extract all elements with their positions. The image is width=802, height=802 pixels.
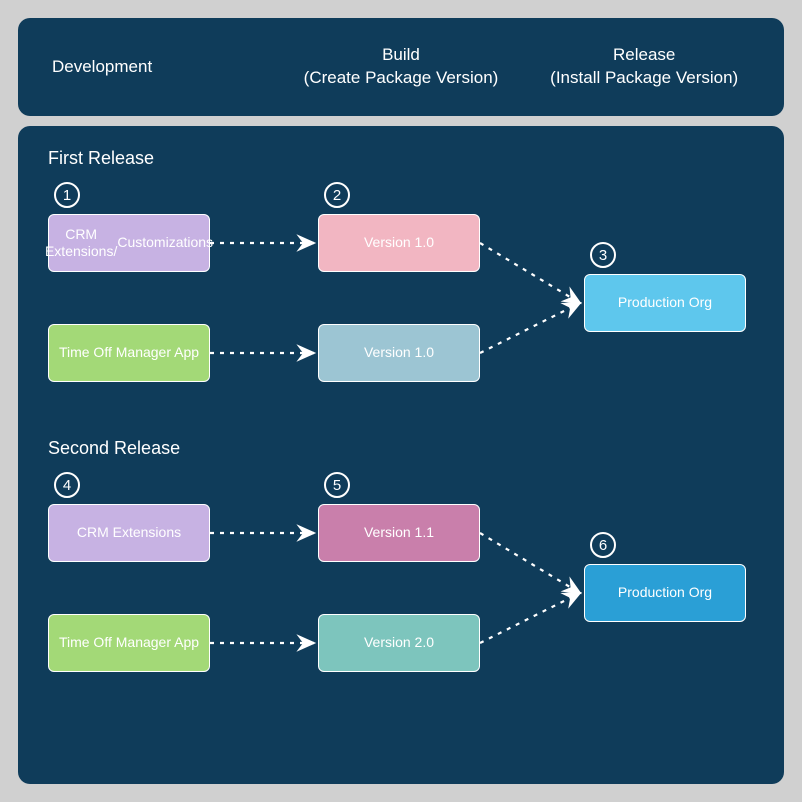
release-diagram: Development Build (Create Package Versio… [18, 18, 784, 784]
box-version-1-1: Version 1.1 [318, 504, 480, 562]
header-release-line2: (Install Package Version) [524, 67, 764, 90]
step-3: 3 [590, 242, 616, 268]
box-tom-app-1: Time Off Manager App [48, 324, 210, 382]
header-dev-label: Development [52, 57, 152, 76]
box-version-1-0-a: Version 1.0 [318, 214, 480, 272]
header-release-line1: Release [524, 44, 764, 67]
box-crm-customizations: CRM Extensions/Customizations [48, 214, 210, 272]
header-development: Development [38, 56, 278, 79]
first-release-title: First Release [48, 148, 154, 169]
step-6: 6 [590, 532, 616, 558]
header-release: Release (Install Package Version) [524, 44, 764, 90]
box-production-org-1: Production Org [584, 274, 746, 332]
header-build-line2: (Create Package Version) [278, 67, 525, 90]
header-panel: Development Build (Create Package Versio… [18, 18, 784, 116]
step-2: 2 [324, 182, 350, 208]
box-crm-extensions: CRM Extensions [48, 504, 210, 562]
box-tom-app-2: Time Off Manager App [48, 614, 210, 672]
box-version-2-0: Version 2.0 [318, 614, 480, 672]
step-1: 1 [54, 182, 80, 208]
step-4: 4 [54, 472, 80, 498]
body-panel: First Release Second Release 1 2 3 4 5 6 CRM Ext… [18, 126, 784, 784]
step-5: 5 [324, 472, 350, 498]
header-build: Build (Create Package Version) [278, 44, 525, 90]
box-production-org-2: Production Org [584, 564, 746, 622]
second-release-title: Second Release [48, 438, 180, 459]
header-build-line1: Build [278, 44, 525, 67]
box-version-1-0-b: Version 1.0 [318, 324, 480, 382]
